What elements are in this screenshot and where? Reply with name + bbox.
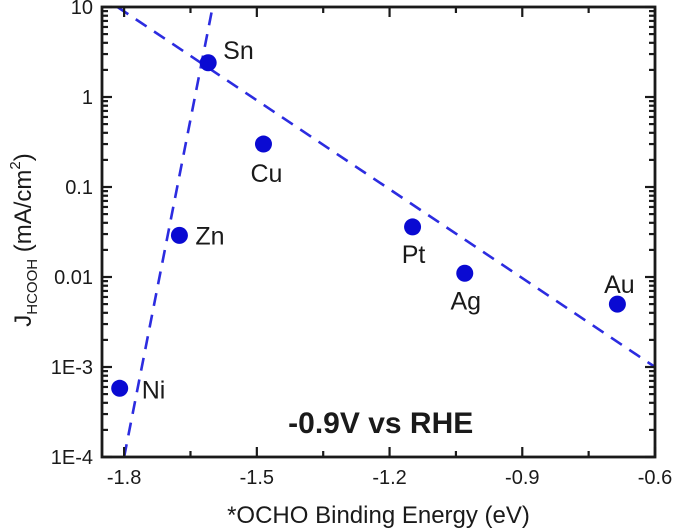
data-point-zn: [170, 226, 188, 244]
y-tick-label: 0.01: [54, 267, 93, 289]
x-tick-label: -1.5: [240, 467, 274, 489]
data-point-ni: [111, 379, 129, 397]
trend-line-weak-binding-branch: [116, 7, 655, 369]
x-tick-label: -0.9: [505, 467, 539, 489]
y-tick-label: 1: [82, 87, 93, 109]
annotation-potential: -0.9V vs RHE: [288, 407, 473, 440]
point-label-cu: Cu: [250, 160, 282, 188]
x-axis-title: *OCHO Binding Energy (eV): [227, 502, 530, 529]
point-label-pt: Pt: [402, 241, 426, 269]
data-point-pt: [404, 218, 422, 236]
y-tick-label: 1E-4: [51, 447, 93, 469]
x-tick-labels: -1.8 -1.5 -1.2 -0.9 -0.6: [107, 467, 672, 489]
trend-line-strong-binding-branch: [122, 7, 214, 457]
y-axis-title: JHCOOH (mA/cm2): [7, 153, 41, 327]
data-point-cu: [254, 135, 272, 153]
point-label-ag: Ag: [450, 287, 481, 315]
y-tick-label: 10: [71, 0, 93, 19]
point-label-zn: Zn: [195, 222, 224, 250]
point-label-ni: Ni: [142, 376, 166, 404]
y-tick-label: 0.1: [65, 177, 93, 199]
data-point-ag: [456, 264, 474, 282]
plot-border: [100, 5, 657, 459]
point-labels: Ni Zn Sn Cu Pt Ag Au: [142, 37, 635, 405]
point-label-sn: Sn: [223, 37, 254, 65]
x-tick-label: -0.6: [638, 467, 672, 489]
data-point-au: [608, 295, 626, 313]
x-tick-label: -1.8: [107, 467, 141, 489]
trend-lines: [116, 7, 655, 457]
data-point-sn: [199, 54, 217, 72]
point-label-au: Au: [604, 271, 635, 299]
data-points: [111, 54, 626, 397]
y-tick-labels: 10 1 0.1 0.01 1E-3 1E-4: [51, 0, 93, 469]
y-tick-label: 1E-3: [51, 357, 93, 379]
x-tick-label: -1.2: [372, 467, 406, 489]
